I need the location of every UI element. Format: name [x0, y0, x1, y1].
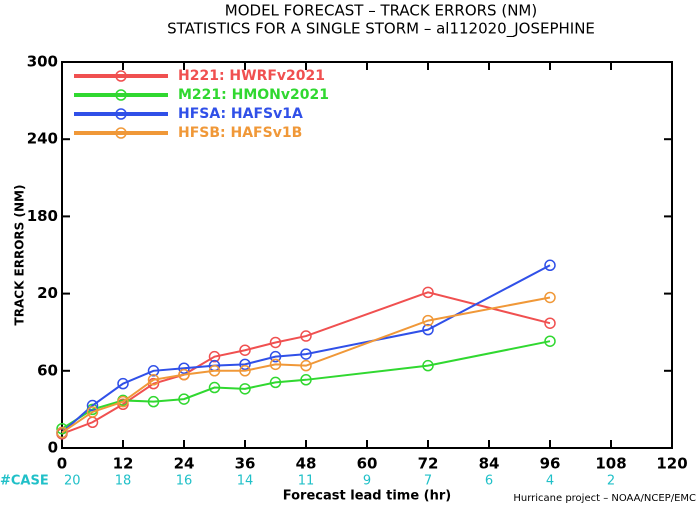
point	[178, 362, 190, 374]
point	[117, 395, 129, 408]
legend-label: H221: HWRFv2021	[178, 68, 325, 84]
case-count: 14	[237, 474, 254, 489]
point	[147, 395, 160, 408]
point	[422, 286, 434, 299]
x-tick-label: 48	[296, 455, 317, 473]
point	[239, 358, 251, 371]
plot-frame	[61, 61, 673, 449]
footer: Hurricane project – NOAA/NCEP/EMC	[513, 493, 696, 504]
point	[86, 399, 99, 412]
point	[422, 314, 434, 327]
x-tick-label: 108	[595, 455, 626, 473]
point	[300, 348, 312, 360]
y-tick-label: 300	[27, 53, 58, 71]
x-axis-label: Forecast lead time (hr)	[283, 489, 451, 504]
case-count: 9	[363, 474, 371, 489]
point	[269, 358, 282, 371]
point	[117, 377, 129, 390]
point	[147, 374, 160, 386]
point	[208, 365, 221, 377]
case-count: 2	[607, 474, 615, 489]
point	[239, 365, 251, 377]
legend-label: HFSA: HAFSv1A	[178, 106, 303, 122]
x-tick-label: 24	[174, 455, 195, 473]
legend-marker	[115, 108, 127, 120]
case-count: 11	[298, 474, 315, 489]
case-count: 4	[546, 474, 554, 489]
point	[544, 259, 556, 272]
point	[208, 350, 221, 363]
y-tick-label: 0	[48, 439, 58, 457]
legend-label: HFSB: HAFSv1B	[178, 125, 302, 141]
x-tick-label: 72	[418, 455, 439, 473]
legend-marker	[115, 127, 127, 139]
point	[422, 359, 434, 372]
y-tick-label: 240	[27, 130, 58, 148]
point	[300, 374, 312, 386]
x-tick-label: 36	[235, 455, 256, 473]
point	[56, 426, 68, 439]
x-tick-label: 0	[57, 455, 67, 473]
point	[269, 350, 282, 363]
case-count: 7	[424, 474, 432, 489]
legend-label: M221: HMONv2021	[178, 87, 329, 103]
point	[239, 344, 251, 356]
point	[86, 406, 99, 418]
point	[269, 336, 282, 349]
point	[178, 368, 190, 381]
x-tick-label: 60	[357, 455, 378, 473]
point	[544, 335, 556, 347]
case-count: 20	[64, 474, 81, 489]
legend-marker	[115, 70, 127, 82]
y-tick-label: 60	[37, 361, 58, 379]
y-tick-label: 20	[37, 284, 58, 302]
y-tick-label: 180	[27, 207, 58, 225]
point	[269, 376, 282, 389]
chart-subtitle: STATISTICS FOR A SINGLE STORM – al112020…	[167, 20, 595, 39]
x-tick-label: 120	[656, 455, 687, 473]
case-label: #CASE	[0, 474, 49, 489]
case-count: 6	[485, 474, 493, 489]
legend-marker	[115, 89, 127, 101]
point	[208, 381, 221, 394]
point	[300, 330, 312, 342]
point	[178, 393, 190, 405]
point	[544, 317, 556, 329]
case-count: 18	[115, 474, 132, 489]
point	[422, 323, 434, 336]
point	[147, 365, 160, 377]
point	[239, 383, 251, 395]
point	[544, 291, 556, 304]
series-line	[61, 296, 551, 434]
case-count: 16	[176, 474, 193, 489]
series-line	[61, 291, 551, 435]
x-tick-label: 84	[479, 455, 500, 473]
series-line	[61, 340, 551, 430]
point	[300, 359, 312, 372]
y-axis-label: TRACK ERRORS (NM)	[13, 185, 27, 326]
chart-title: MODEL FORECAST – TRACK ERRORS (NM)	[225, 2, 537, 20]
x-tick-label: 96	[540, 455, 561, 473]
x-tick-label: 12	[113, 455, 134, 473]
